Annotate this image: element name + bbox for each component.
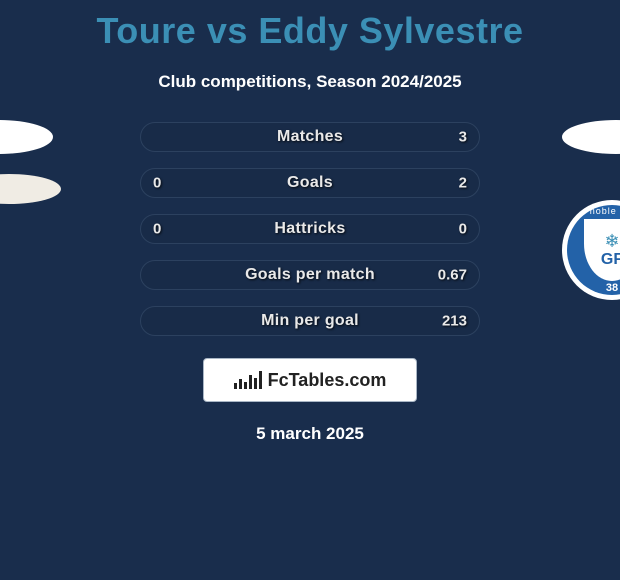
stat-row: Min per goal 213 bbox=[140, 306, 480, 336]
badge-number: 38 bbox=[562, 282, 620, 294]
footer: FcTables.com 5 march 2025 bbox=[0, 352, 620, 444]
stats-table: Matches 3 0 Goals 2 0 Hattricks 0 Goals … bbox=[140, 122, 480, 352]
stat-right-value: 2 bbox=[459, 175, 467, 192]
bar-chart-icon bbox=[234, 371, 262, 389]
left-player-logo bbox=[0, 120, 61, 204]
fctables-text: FcTables.com bbox=[268, 370, 387, 391]
page-subtitle: Club competitions, Season 2024/2025 bbox=[0, 72, 620, 92]
right-player-logo: noble FC ❄ GF 38 bbox=[562, 120, 620, 300]
page-title: Toure vs Eddy Sylvestre bbox=[0, 0, 620, 52]
snowflake-icon: ❄ bbox=[604, 232, 619, 250]
club-shape bbox=[0, 120, 53, 154]
stat-left-value: 0 bbox=[153, 175, 161, 192]
stat-label: Goals bbox=[287, 174, 333, 192]
grenoble-badge: noble FC ❄ GF 38 bbox=[562, 200, 620, 300]
stat-row: 0 Hattricks 0 bbox=[140, 214, 480, 244]
stat-row: 0 Goals 2 bbox=[140, 168, 480, 198]
stat-right-value: 213 bbox=[442, 313, 467, 330]
stat-label: Hattricks bbox=[274, 220, 345, 238]
stat-row: Matches 3 bbox=[140, 122, 480, 152]
stat-right-value: 3 bbox=[459, 129, 467, 146]
stat-left-value: 0 bbox=[153, 221, 161, 238]
stat-row: Goals per match 0.67 bbox=[140, 260, 480, 290]
club-shape bbox=[562, 120, 620, 154]
club-shape bbox=[0, 174, 61, 204]
stat-label: Goals per match bbox=[245, 266, 375, 284]
stat-label: Min per goal bbox=[261, 312, 359, 330]
fctables-logo[interactable]: FcTables.com bbox=[203, 358, 417, 402]
badge-initials: GF bbox=[601, 252, 620, 268]
stat-label: Matches bbox=[277, 128, 343, 146]
stat-right-value: 0.67 bbox=[438, 267, 467, 284]
badge-ring-text: noble FC bbox=[562, 206, 620, 216]
stat-right-value: 0 bbox=[459, 221, 467, 238]
badge-shield: ❄ GF bbox=[584, 219, 620, 281]
page-date: 5 march 2025 bbox=[0, 424, 620, 444]
